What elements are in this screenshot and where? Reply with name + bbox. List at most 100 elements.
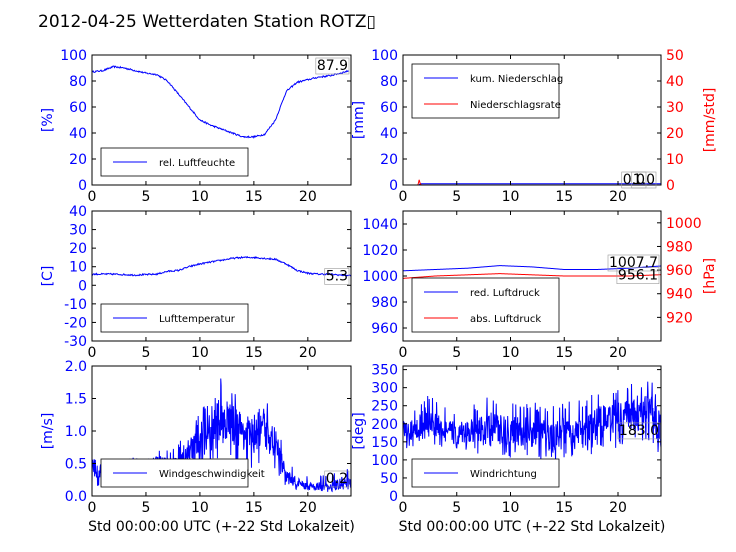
x-tick-label: 0 [399, 500, 408, 516]
x-tick-label: 20 [609, 500, 627, 516]
value-annotation: 1007.7 [609, 255, 658, 271]
x-tick-label: 15 [245, 500, 263, 516]
y-tick-label: 20 [69, 241, 87, 257]
x-tick-label: 0 [399, 189, 408, 205]
annotation-box [315, 57, 350, 75]
annotation-box [631, 171, 657, 189]
x-tick-label: 15 [555, 189, 573, 205]
legend: Windgeschwindigkeit [100, 458, 265, 488]
x-tick-label: 5 [452, 189, 461, 205]
y-tick-label: 80 [69, 74, 87, 90]
y-tick-label: 40 [69, 204, 87, 220]
x-tick-label: 15 [245, 345, 263, 361]
y-tick-label: 0.5 [65, 457, 87, 473]
legend-entry: kum. Niederschlag [470, 74, 563, 85]
y-tick-label: 40 [380, 126, 398, 142]
y-tick-label: 1.0 [65, 424, 87, 440]
y-tick-label: 250 [371, 399, 398, 415]
x-tick-label: 15 [245, 189, 263, 205]
legend-entry: Niederschlagsrate [470, 100, 561, 111]
annotation-box [324, 470, 350, 488]
x-tick-label: 20 [609, 345, 627, 361]
y-tick-label: 2.0 [65, 359, 87, 375]
y-tick-label: 0 [389, 178, 398, 194]
legend-box [411, 63, 560, 119]
y-tick-label: 60 [69, 100, 87, 116]
value-annotation: 1.0 [633, 172, 655, 188]
legend-entry: abs. Luftdruck [470, 314, 541, 325]
legend: kum. Niederschlag Niederschlagsrate [411, 63, 563, 119]
y-axis-label: [deg] [351, 412, 367, 449]
x-tick-label: 5 [141, 189, 150, 205]
x-tick-label: 0 [88, 189, 97, 205]
y-tick-label: 50 [380, 471, 398, 487]
y2-tick-label: 50 [666, 48, 684, 64]
y-axis-label: [mm] [351, 101, 367, 139]
legend-entry: Lufttemperatur [159, 314, 236, 325]
y2-axis-label: [hPa] [702, 258, 718, 294]
y-tick-label: -10 [64, 297, 87, 313]
series-line-humidity-0 [92, 65, 349, 139]
legend: Lufttemperatur [100, 303, 249, 333]
panel-precipitation: 0 5 10 15 20 0 20 40 60 80 100 0 10 20 30 40 50 [mm] [mm/s… [351, 48, 718, 205]
axes-frame [91, 54, 352, 186]
panel-humidity: 0 5 10 15 20 0 20 40 60 80 100 [%] rel. Luftfeuchte 8… [40, 48, 352, 205]
y-tick-label: 10 [69, 260, 87, 276]
x-tick-label: 10 [191, 189, 209, 205]
y2-tick-label: 940 [666, 287, 693, 303]
legend-entry: Windrichtung [470, 469, 537, 480]
y-tick-label: 1040 [362, 217, 398, 233]
series-line-temperature-0 [92, 255, 351, 277]
value-annotation: 183.0 [619, 423, 659, 439]
y-tick-label: 0 [389, 489, 398, 505]
legend-entry: rel. Luftfeuchte [159, 158, 235, 169]
y-tick-label: 0 [78, 178, 87, 194]
y-axis-label: [m/s] [40, 413, 56, 450]
y2-tick-label: 40 [666, 74, 684, 90]
series-line-pressure-0 [403, 265, 661, 272]
value-annotation: 0.2 [326, 471, 348, 487]
y2-tick-label: 980 [666, 239, 693, 255]
y-tick-label: 100 [60, 48, 87, 64]
x-tick-label: 5 [141, 500, 150, 516]
y-tick-label: 1000 [362, 269, 398, 285]
y2-tick-label: 30 [666, 100, 684, 116]
panel-temperature: 0 5 10 15 20 -30 -20 -10 0 10 20 30 40 [C] Lufttempera… [40, 204, 352, 361]
axes-frame [402, 54, 662, 186]
y2-tick-label: 960 [666, 263, 693, 279]
y-tick-label: 0.0 [65, 489, 87, 505]
y-tick-label: 1020 [362, 243, 398, 259]
y-tick-label: 30 [69, 223, 87, 239]
y-tick-label: 20 [69, 152, 87, 168]
x-tick-label: 20 [609, 189, 627, 205]
value-annotation: 5.3 [326, 268, 348, 284]
y-tick-label: 980 [371, 295, 398, 311]
panel-pressure: 0 5 10 15 20 960 980 1000 1020 1040 920 940 960 980 10… [362, 210, 718, 361]
y-tick-label: 960 [371, 321, 398, 337]
x-tick-label: 15 [555, 345, 573, 361]
y-tick-label: 200 [371, 417, 398, 433]
x-axis-label: Std 00:00:00 UTC (+-22 Std Lokalzeit) [88, 519, 355, 535]
x-tick-label: 10 [191, 500, 209, 516]
panel-wind_speed: 0 5 10 15 20 0.0 0.5 1.0 1.5 2.0 [m/s] Std 00:00:00… [40, 359, 355, 535]
y-axis-label: [C] [40, 266, 56, 287]
x-tick-label: 10 [502, 189, 520, 205]
legend: red. Luftdruck abs. Luftdruck [411, 277, 560, 333]
legend-entry: Windgeschwindigkeit [159, 469, 265, 480]
value-annotation: 0.0 [623, 172, 645, 188]
y2-tick-label: 20 [666, 126, 684, 142]
axes-frame [402, 365, 662, 497]
series-line-pressure-1 [403, 273, 661, 279]
x-tick-label: 0 [88, 500, 97, 516]
y2-tick-label: 0 [666, 178, 675, 194]
legend-box [411, 277, 560, 333]
value-annotation: 87.9 [317, 58, 348, 74]
legend-entry: red. Luftdruck [470, 288, 540, 299]
x-axis-label: Std 00:00:00 UTC (+-22 Std Lokalzeit) [399, 519, 666, 535]
annotation-box [617, 422, 661, 440]
value-annotation: 956.1 [618, 268, 658, 284]
figure-title: 2012-04-25 Wetterdaten Station ROTZ▯ [38, 12, 376, 32]
